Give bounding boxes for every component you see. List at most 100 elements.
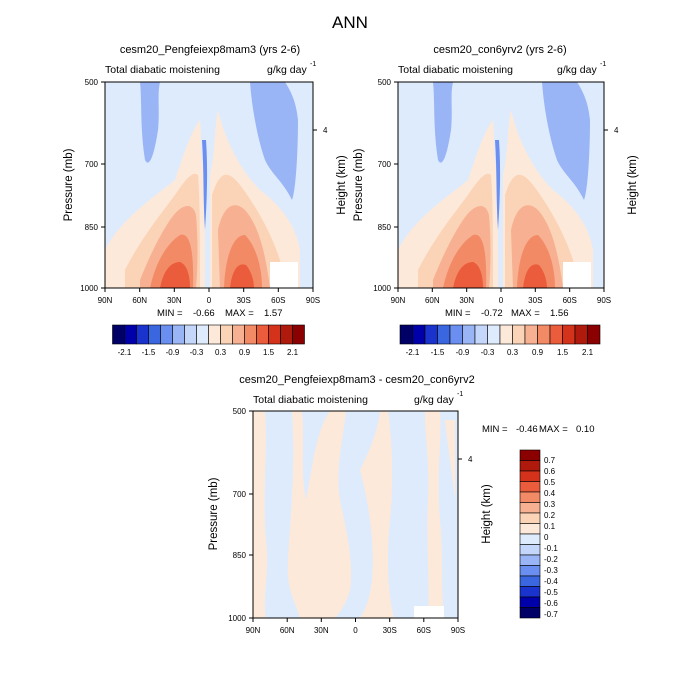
colorbar-label: -1.5: [142, 348, 156, 357]
colorbar-swatch: [292, 324, 305, 345]
contour-field: [105, 82, 313, 288]
x-tick-label: 90S: [306, 296, 320, 305]
y-tick-label: 500: [378, 78, 392, 87]
colorbar-label: -0.2: [544, 555, 558, 564]
max-value: 1.56: [550, 308, 569, 319]
contour-region: [414, 606, 444, 618]
y-tick-label: 700: [233, 490, 247, 499]
colorbar-label: -2.1: [406, 348, 420, 357]
colorbar-swatch: [112, 324, 125, 345]
contour-region: [563, 262, 591, 288]
colorbar-label: -0.5: [544, 588, 558, 597]
colorbar-swatch: [519, 491, 541, 503]
colorbar-label: 1.5: [263, 348, 275, 357]
contour-region: [542, 82, 590, 200]
x-tick-label: 30N: [167, 296, 182, 305]
colorbar-label: 1.5: [557, 348, 569, 357]
contour-region: [287, 411, 352, 618]
colorbar-swatch: [184, 324, 197, 345]
colorbar-swatch: [574, 324, 588, 345]
min-max-readout: MIN = -0.46 MAX = 0.10: [482, 424, 595, 435]
colorbar-label: 0.7: [544, 456, 556, 465]
min-max-readout: MIN = -0.66 MAX = 1.57: [157, 308, 283, 319]
colorbar-swatch: [208, 324, 221, 345]
colorbar-labels: 0.7 0.6 0.5 0.4 0.3 0.2 0.1 0 -0.1 -0.2 …: [544, 456, 558, 619]
colorbar-swatch: [519, 481, 541, 493]
contour-region: [250, 82, 298, 200]
panel-title: cesm20_con6yrv2 (yrs 2-6): [433, 44, 566, 56]
min-value: -0.66: [193, 308, 215, 319]
x-tick-label: 0: [207, 296, 212, 305]
colorbar-swatch: [148, 324, 161, 345]
colorbar-swatch: [437, 324, 451, 345]
colorbar-label: -0.9: [456, 348, 470, 357]
colorbar-swatch: [549, 324, 563, 345]
colorbar: [519, 449, 541, 619]
min-label: MIN =: [482, 424, 508, 435]
colorbar-swatch: [196, 324, 209, 345]
colorbar-label: 0.2: [544, 511, 556, 520]
colorbar-label: 0.3: [507, 348, 519, 357]
colorbar: [399, 324, 601, 345]
colorbar-swatch: [519, 554, 541, 566]
x-tick-label: 30S: [383, 626, 397, 635]
colorbar-swatch: [519, 565, 541, 577]
contour-region: [202, 140, 208, 230]
colorbar-swatch: [562, 324, 576, 345]
units-label: g/kg day: [557, 64, 597, 76]
colorbar-swatch: [280, 324, 293, 345]
colorbar-label: -1.5: [431, 348, 445, 357]
colorbar-label: -2.1: [118, 348, 132, 357]
y-axis-label: Pressure (mb): [63, 148, 75, 221]
colorbar-swatch: [524, 324, 538, 345]
contour-field: [398, 82, 604, 288]
colorbar-label: 0.5: [544, 478, 556, 487]
x-tick-label: 30N: [314, 626, 329, 635]
y-tick-labels: 500 700 850 1000: [373, 78, 391, 293]
colorbar-labels: -2.1 -1.5 -0.9 -0.3 0.3 0.9 1.5 2.1: [118, 348, 299, 357]
panel-2: cesm20_con6yrv2 (yrs 2-6) Total diabatic…: [353, 44, 639, 357]
units-exponent: -1: [600, 61, 606, 68]
colorbar-label: -0.4: [544, 577, 558, 586]
x-tick-label: 60N: [280, 626, 295, 635]
contour-region: [230, 264, 254, 288]
y-tick-label: 500: [85, 78, 99, 87]
colorbar-label: -0.9: [166, 348, 180, 357]
x-ticks: [104, 288, 314, 292]
y-tick-labels: 500 700 850 1000: [80, 78, 98, 293]
colorbar-swatch: [499, 324, 513, 345]
x-tick-labels: 90N 60N 30N 0 30S 60S 90S: [98, 296, 320, 305]
colorbar-swatch: [519, 533, 541, 545]
y-tick-label: 1000: [373, 284, 391, 293]
x-tick-label: 60S: [563, 296, 577, 305]
plot-background: [253, 411, 458, 618]
max-value: 1.57: [264, 308, 283, 319]
min-label: MIN =: [445, 308, 471, 319]
y-tick-labels: 500 700 850 1000: [228, 407, 246, 623]
min-max-readout: MIN = -0.72 MAX = 1.56: [445, 308, 569, 319]
colorbar-label: 0.1: [544, 522, 556, 531]
x-tick-labels: 90N 60N 30N 0 30S 60S 90S: [391, 296, 611, 305]
contour-region: [523, 264, 547, 288]
max-label: MAX =: [511, 308, 540, 319]
colorbar-swatch: [587, 324, 601, 345]
colorbar-swatch: [424, 324, 438, 345]
x-tick-label: 60N: [132, 296, 147, 305]
colorbar-label: 0.9: [532, 348, 544, 357]
panel-title: cesm20_Pengfeiexp8mam3 (yrs 2-6): [120, 44, 300, 56]
colorbar-swatch: [124, 324, 137, 345]
field-label: Total diabatic moistening: [253, 394, 368, 406]
colorbar-swatch: [232, 324, 245, 345]
colorbar-swatch: [474, 324, 488, 345]
colorbar-label: -0.7: [544, 610, 558, 619]
colorbar-swatch: [519, 470, 541, 482]
colorbar-label: 0.4: [544, 489, 556, 498]
colorbar-label: -0.1: [544, 544, 558, 553]
colorbar-swatch: [519, 575, 541, 587]
y-ticks: [101, 81, 317, 289]
contour-region: [140, 82, 160, 163]
max-value: 0.10: [576, 424, 595, 435]
colorbar-label: -0.6: [544, 599, 558, 608]
y-tick-label: 850: [378, 223, 392, 232]
colorbar-swatch: [519, 607, 541, 619]
